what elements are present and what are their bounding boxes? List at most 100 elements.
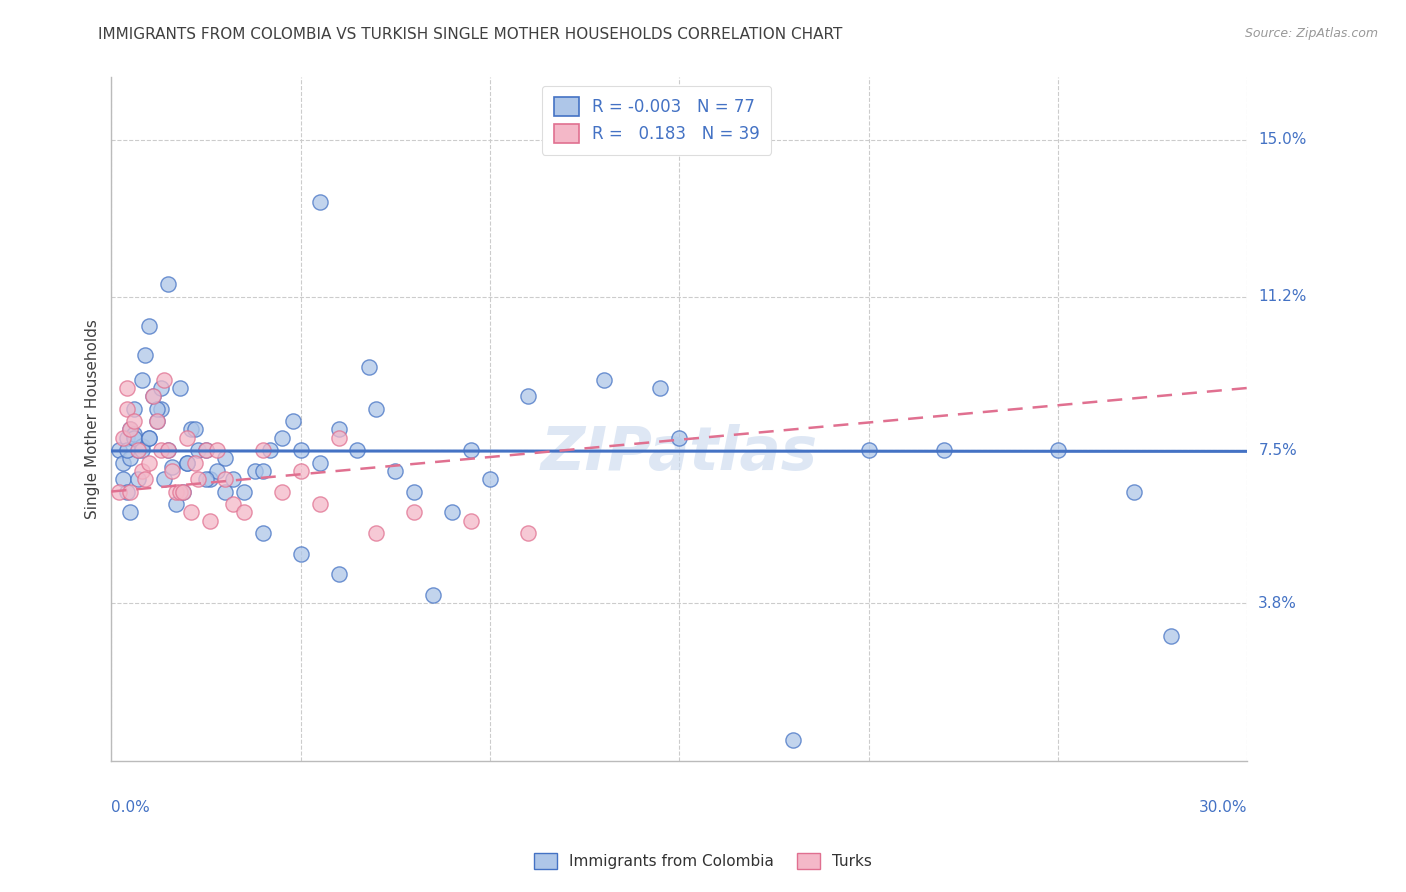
Text: Source: ZipAtlas.com: Source: ZipAtlas.com <box>1244 27 1378 40</box>
Point <box>592 373 614 387</box>
Point <box>207 443 229 458</box>
Point <box>111 472 134 486</box>
Point <box>252 464 274 478</box>
Point <box>308 456 330 470</box>
Point <box>120 422 142 436</box>
Point <box>328 422 350 436</box>
Text: ZIPatlas: ZIPatlas <box>541 424 818 483</box>
Point <box>131 464 153 478</box>
Point <box>127 443 149 458</box>
Point <box>142 389 165 403</box>
Point <box>232 484 254 499</box>
Point <box>479 472 502 486</box>
Point <box>146 401 169 416</box>
Point <box>111 431 134 445</box>
Point <box>157 443 180 458</box>
Point <box>252 443 274 458</box>
Point <box>160 459 183 474</box>
Point <box>122 414 145 428</box>
Point <box>308 497 330 511</box>
Text: 15.0%: 15.0% <box>1258 132 1306 147</box>
Point <box>214 484 236 499</box>
Text: 30.0%: 30.0% <box>1199 799 1247 814</box>
Point <box>115 443 138 458</box>
Point <box>149 381 172 395</box>
Point <box>232 505 254 519</box>
Point <box>142 389 165 403</box>
Point <box>460 443 482 458</box>
Point <box>782 733 804 747</box>
Point <box>384 464 406 478</box>
Point <box>198 472 221 486</box>
Legend: R = -0.003   N = 77, R =   0.183   N = 39: R = -0.003 N = 77, R = 0.183 N = 39 <box>541 86 772 155</box>
Point <box>183 422 205 436</box>
Point <box>131 373 153 387</box>
Point <box>157 443 180 458</box>
Point <box>157 277 180 292</box>
Point <box>460 514 482 528</box>
Point <box>153 373 176 387</box>
Point <box>195 443 218 458</box>
Point <box>176 456 198 470</box>
Point <box>1160 630 1182 644</box>
Point <box>138 431 160 445</box>
Point <box>357 360 380 375</box>
Point <box>516 389 538 403</box>
Point <box>934 443 956 458</box>
Point <box>108 484 131 499</box>
Point <box>165 497 187 511</box>
Point <box>176 456 198 470</box>
Point <box>176 431 198 445</box>
Point <box>138 431 160 445</box>
Point <box>245 464 267 478</box>
Point <box>422 588 444 602</box>
Point <box>122 426 145 441</box>
Point <box>180 505 202 519</box>
Point <box>108 443 131 458</box>
Point <box>183 456 205 470</box>
Legend: Immigrants from Colombia, Turks: Immigrants from Colombia, Turks <box>527 847 879 875</box>
Point <box>127 472 149 486</box>
Point <box>328 431 350 445</box>
Point <box>290 547 312 561</box>
Point <box>153 472 176 486</box>
Point <box>1122 484 1144 499</box>
Point <box>131 439 153 453</box>
Point <box>214 451 236 466</box>
Point <box>259 443 281 458</box>
Point <box>165 484 187 499</box>
Point <box>281 414 304 428</box>
Text: 3.8%: 3.8% <box>1258 596 1298 611</box>
Point <box>138 318 160 333</box>
Point <box>366 401 388 416</box>
Point <box>127 443 149 458</box>
Point <box>1046 443 1069 458</box>
Point <box>858 443 880 458</box>
Y-axis label: Single Mother Households: Single Mother Households <box>86 319 100 519</box>
Point <box>169 484 191 499</box>
Point <box>122 401 145 416</box>
Point <box>328 567 350 582</box>
Point <box>290 464 312 478</box>
Point <box>111 456 134 470</box>
Point <box>160 464 183 478</box>
Point <box>149 401 172 416</box>
Point <box>270 431 292 445</box>
Point <box>308 194 330 209</box>
Point <box>172 484 194 499</box>
Point <box>120 422 142 436</box>
Point <box>650 381 672 395</box>
Text: 11.2%: 11.2% <box>1258 289 1306 304</box>
Point <box>149 443 172 458</box>
Point <box>172 484 194 499</box>
Point <box>195 472 218 486</box>
Point <box>120 505 142 519</box>
Text: 7.5%: 7.5% <box>1258 442 1296 458</box>
Point <box>195 443 218 458</box>
Point <box>131 443 153 458</box>
Point <box>404 505 426 519</box>
Point <box>120 484 142 499</box>
Point <box>122 431 145 445</box>
Point <box>187 443 209 458</box>
Point <box>668 431 690 445</box>
